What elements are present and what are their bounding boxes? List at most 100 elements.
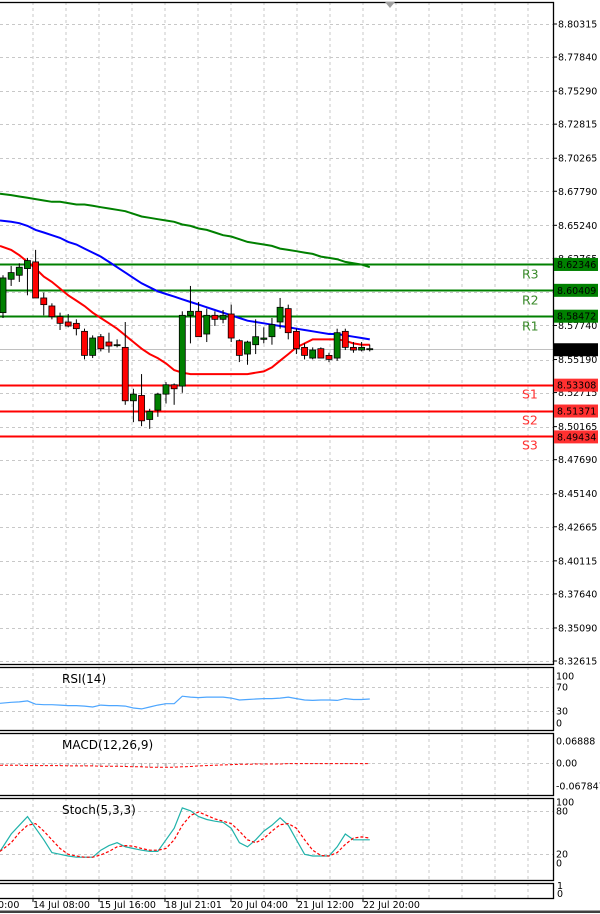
price-axis-label: 8.37640 xyxy=(558,589,597,600)
candle xyxy=(113,339,121,348)
time-axis-label: 22 Jul 20:00 xyxy=(363,900,420,911)
candle xyxy=(341,328,349,351)
time-axis: 20:00 14 Jul 08:00 15 Jul 16:00 18 Jul 21:0… xyxy=(0,898,420,911)
price-axis-label: 8.72815 xyxy=(558,120,597,131)
candle xyxy=(89,335,97,359)
level-price-tag-s3: 8.49434 xyxy=(557,432,596,443)
candle xyxy=(260,327,268,344)
time-axis-label: 18 Jul 21:01 xyxy=(165,900,222,911)
indicator-axis-label: 100 xyxy=(556,798,574,809)
candle xyxy=(358,342,366,352)
indicator-axis-label: -0.067847 xyxy=(556,782,600,793)
candle xyxy=(56,312,64,331)
price-axis-label: 8.32615 xyxy=(558,657,597,668)
candle xyxy=(317,347,325,359)
indicator-axis-label: 80 xyxy=(556,807,568,818)
candle xyxy=(81,328,88,360)
moving-averages xyxy=(0,192,371,376)
price-axis-label: 8.75290 xyxy=(558,87,597,98)
candle xyxy=(170,383,178,405)
price-axis-label: 8.65240 xyxy=(558,221,597,232)
candle xyxy=(178,311,186,393)
candle xyxy=(146,408,154,429)
price-axis-label: 8.55190 xyxy=(558,355,597,366)
candle xyxy=(284,304,292,340)
panel-axis-label: 1 xyxy=(557,881,563,892)
indicator-title: Stoch(5,3,3) xyxy=(62,803,136,817)
price-axis-label: 8.80315 xyxy=(558,20,597,31)
indicator-title: MACD(12,26,9) xyxy=(62,738,153,752)
candle xyxy=(187,285,194,344)
chart-shift-marker-icon[interactable] xyxy=(385,2,395,8)
panel-axis-label: 0 xyxy=(557,889,563,900)
candle xyxy=(97,334,105,352)
level-price-tag-r1: 8.58472 xyxy=(557,312,596,323)
candle xyxy=(252,319,260,355)
indicator-axis-label: 20 xyxy=(556,850,568,861)
candle xyxy=(121,322,129,405)
level-price-tag-s1: 8.53308 xyxy=(557,381,596,392)
candle xyxy=(203,308,211,343)
candle xyxy=(129,388,137,423)
price-axis-label: 8.45140 xyxy=(558,489,597,500)
price-axis-label: 8.52715 xyxy=(558,388,597,399)
candle xyxy=(268,317,276,345)
indicator-axis-label: 30 xyxy=(556,707,568,718)
candle xyxy=(350,342,357,353)
ma-line xyxy=(0,192,371,269)
level-label-r1: R1 xyxy=(522,319,539,334)
candle xyxy=(309,347,317,360)
candle xyxy=(276,297,284,329)
candle xyxy=(227,304,235,343)
candle xyxy=(72,319,80,336)
candle xyxy=(235,339,243,363)
level-label-s2: S2 xyxy=(522,413,538,428)
candle xyxy=(48,303,56,320)
indicator-0: RSI(14) xyxy=(0,672,553,712)
price-axis-label: 8.40115 xyxy=(558,556,597,567)
indicator-2: Stoch(5,3,3) xyxy=(0,803,553,858)
indicator-axis-label: 70 xyxy=(556,683,568,694)
ma-line xyxy=(0,244,370,376)
level-price-tag-r2: 8.60409 xyxy=(557,286,596,297)
level-price-tag-r3: 8.62346 xyxy=(557,260,596,271)
candle xyxy=(32,249,39,299)
candlesticks xyxy=(0,249,374,429)
time-axis-label: 21 Jul 12:00 xyxy=(297,900,354,911)
level-label-r2: R2 xyxy=(522,293,539,308)
level-price-tag-s2: 8.51371 xyxy=(557,407,596,418)
price-axis-label: 8.42665 xyxy=(558,522,597,533)
candle xyxy=(211,311,219,327)
price-axis-label: 8.50165 xyxy=(558,422,597,433)
candle xyxy=(195,301,203,338)
price-axis: 100703000.068880.00-0.06784710080200108.… xyxy=(553,20,600,900)
indicator-axis-label: 0 xyxy=(556,719,562,730)
time-axis-label: 15 Jul 16:00 xyxy=(99,900,156,911)
candle xyxy=(40,292,48,316)
level-label-s3: S3 xyxy=(522,438,538,453)
price-axis-label: 8.35090 xyxy=(558,623,597,634)
candle xyxy=(138,374,145,427)
candle xyxy=(219,309,227,324)
candle xyxy=(244,340,251,365)
candle xyxy=(154,392,162,417)
indicator-title: RSI(14) xyxy=(62,672,106,686)
indicator-axis-label: 0.00 xyxy=(556,759,577,770)
indicator-axis-label: 100 xyxy=(556,672,574,683)
candle xyxy=(15,263,23,282)
current-price-tag: 8.55960 xyxy=(557,345,596,356)
candle xyxy=(366,344,374,352)
candle xyxy=(301,343,308,360)
indicator-panels: RSI(14) MACD(12,26,9) Stoch(5,3,3) xyxy=(0,672,553,858)
price-axis-label: 8.70265 xyxy=(558,154,597,165)
candle xyxy=(325,352,333,363)
candle xyxy=(0,275,7,318)
pivot-levels: R3 R2 R1 S1 S2 S3 xyxy=(0,263,553,453)
time-axis-label: 14 Jul 08:00 xyxy=(33,900,90,911)
indicator-1: MACD(12,26,9) xyxy=(0,738,553,768)
candle xyxy=(24,257,31,296)
price-axis-label: 8.77840 xyxy=(558,53,597,64)
time-axis-label: 20:00 xyxy=(0,900,19,911)
